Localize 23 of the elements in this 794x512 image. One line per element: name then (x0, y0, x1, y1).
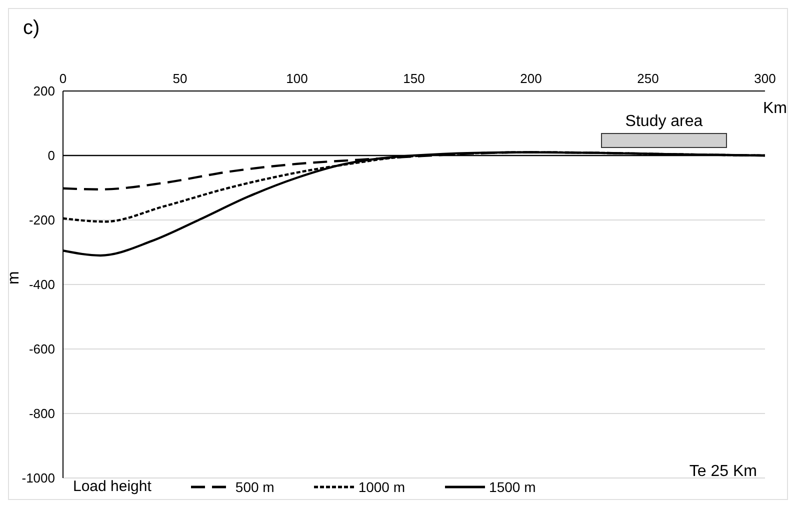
annotation: Study area (624, 113, 704, 131)
legend-label: 500 m (234, 478, 274, 494)
chart-title: c) (23, 17, 40, 40)
x-tick-label: 250 (637, 71, 659, 86)
y-tick-label: -1000 (22, 470, 55, 486)
y-tick-label: -800 (28, 406, 55, 422)
x-tick-label: 50 (172, 71, 188, 86)
y-tick-label: -600 (28, 342, 55, 357)
annotation: Te 25 Km (689, 463, 757, 481)
y-tick-label: 200 (33, 84, 55, 99)
y-tick-label: -200 (28, 212, 55, 228)
x-tick-label: 0 (59, 71, 67, 86)
legend-label: 1500 m (488, 478, 536, 494)
x-axis-title: Km (763, 100, 787, 117)
x-tick-label: 150 (403, 71, 425, 86)
x-tick-label: 200 (520, 71, 542, 86)
legend-label: 1000 m (357, 478, 406, 494)
legend-title: Load height (73, 478, 152, 495)
x-tick-label: 300 (754, 71, 776, 86)
y-axis-title: m (6, 271, 23, 284)
x-tick-label: 100 (286, 71, 308, 86)
y-tick-label: -400 (28, 277, 55, 292)
y-tick-label: 0 (48, 148, 55, 164)
